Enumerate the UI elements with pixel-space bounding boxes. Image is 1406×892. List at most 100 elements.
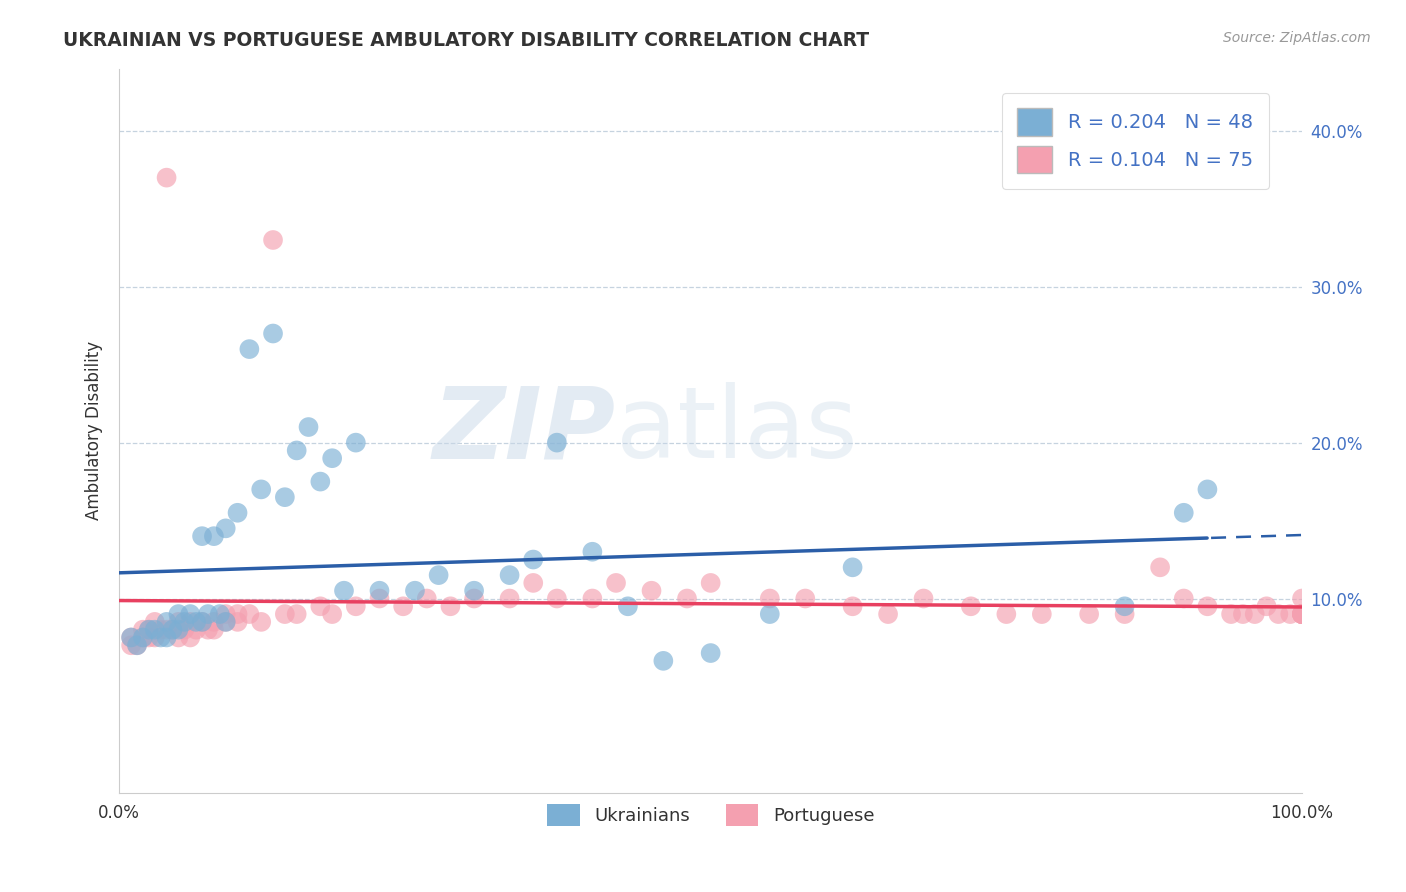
Point [143, 631, 166, 645]
Point [1197, 483, 1219, 497]
Point [274, 607, 297, 621]
Point [285, 607, 308, 621]
Point [1291, 607, 1313, 621]
Point [1173, 591, 1195, 606]
Point [132, 631, 155, 645]
Point [1114, 599, 1136, 614]
Point [546, 591, 568, 606]
Point [1291, 607, 1313, 621]
Point [652, 654, 675, 668]
Point [167, 607, 190, 621]
Point [699, 575, 721, 590]
Point [676, 591, 699, 606]
Text: ZIP: ZIP [433, 383, 616, 479]
Point [498, 568, 520, 582]
Point [191, 615, 214, 629]
Point [1173, 506, 1195, 520]
Point [368, 591, 391, 606]
Point [759, 607, 782, 621]
Point [179, 631, 201, 645]
Text: Source: ZipAtlas.com: Source: ZipAtlas.com [1223, 31, 1371, 45]
Point [262, 326, 284, 341]
Point [125, 638, 148, 652]
Point [522, 575, 544, 590]
Point [1232, 607, 1254, 621]
Point [226, 607, 249, 621]
Point [1291, 591, 1313, 606]
Point [1291, 607, 1313, 621]
Point [202, 529, 225, 543]
Point [416, 591, 439, 606]
Point [191, 615, 214, 629]
Point [167, 615, 190, 629]
Point [1197, 599, 1219, 614]
Point [1291, 607, 1313, 621]
Point [1291, 607, 1313, 621]
Point [1243, 607, 1265, 621]
Point [841, 599, 863, 614]
Point [274, 490, 297, 504]
Point [498, 591, 520, 606]
Point [321, 607, 343, 621]
Point [581, 545, 603, 559]
Point [191, 529, 214, 543]
Point [1220, 607, 1243, 621]
Legend: Ukrainians, Portuguese: Ukrainians, Portuguese [538, 795, 883, 835]
Point [138, 623, 160, 637]
Text: atlas: atlas [616, 383, 858, 479]
Point [120, 631, 142, 645]
Point [179, 615, 201, 629]
Point [120, 631, 142, 645]
Point [427, 568, 450, 582]
Point [149, 631, 172, 645]
Point [250, 483, 273, 497]
Point [463, 591, 485, 606]
Point [132, 623, 155, 637]
Point [197, 623, 219, 637]
Point [238, 607, 260, 621]
Point [546, 435, 568, 450]
Point [250, 615, 273, 629]
Point [1256, 599, 1278, 614]
Point [132, 631, 155, 645]
Point [215, 615, 238, 629]
Point [1267, 607, 1289, 621]
Point [167, 623, 190, 637]
Point [1114, 607, 1136, 621]
Point [1291, 607, 1313, 621]
Point [186, 615, 208, 629]
Point [581, 591, 603, 606]
Point [522, 552, 544, 566]
Point [321, 451, 343, 466]
Y-axis label: Ambulatory Disability: Ambulatory Disability [86, 342, 103, 521]
Point [794, 591, 817, 606]
Point [155, 170, 177, 185]
Point [173, 623, 195, 637]
Point [759, 591, 782, 606]
Point [605, 575, 627, 590]
Point [173, 615, 195, 629]
Point [120, 638, 142, 652]
Point [167, 631, 190, 645]
Point [179, 607, 201, 621]
Point [1031, 607, 1053, 621]
Point [208, 607, 231, 621]
Point [238, 342, 260, 356]
Point [344, 599, 367, 614]
Point [404, 583, 426, 598]
Point [309, 475, 332, 489]
Point [138, 631, 160, 645]
Point [309, 599, 332, 614]
Point [226, 615, 249, 629]
Text: UKRAINIAN VS PORTUGUESE AMBULATORY DISABILITY CORRELATION CHART: UKRAINIAN VS PORTUGUESE AMBULATORY DISAB… [63, 31, 869, 50]
Point [617, 599, 640, 614]
Point [197, 607, 219, 621]
Point [439, 599, 461, 614]
Point [125, 638, 148, 652]
Point [640, 583, 662, 598]
Point [285, 443, 308, 458]
Point [995, 607, 1018, 621]
Point [155, 623, 177, 637]
Point [143, 615, 166, 629]
Point [162, 623, 184, 637]
